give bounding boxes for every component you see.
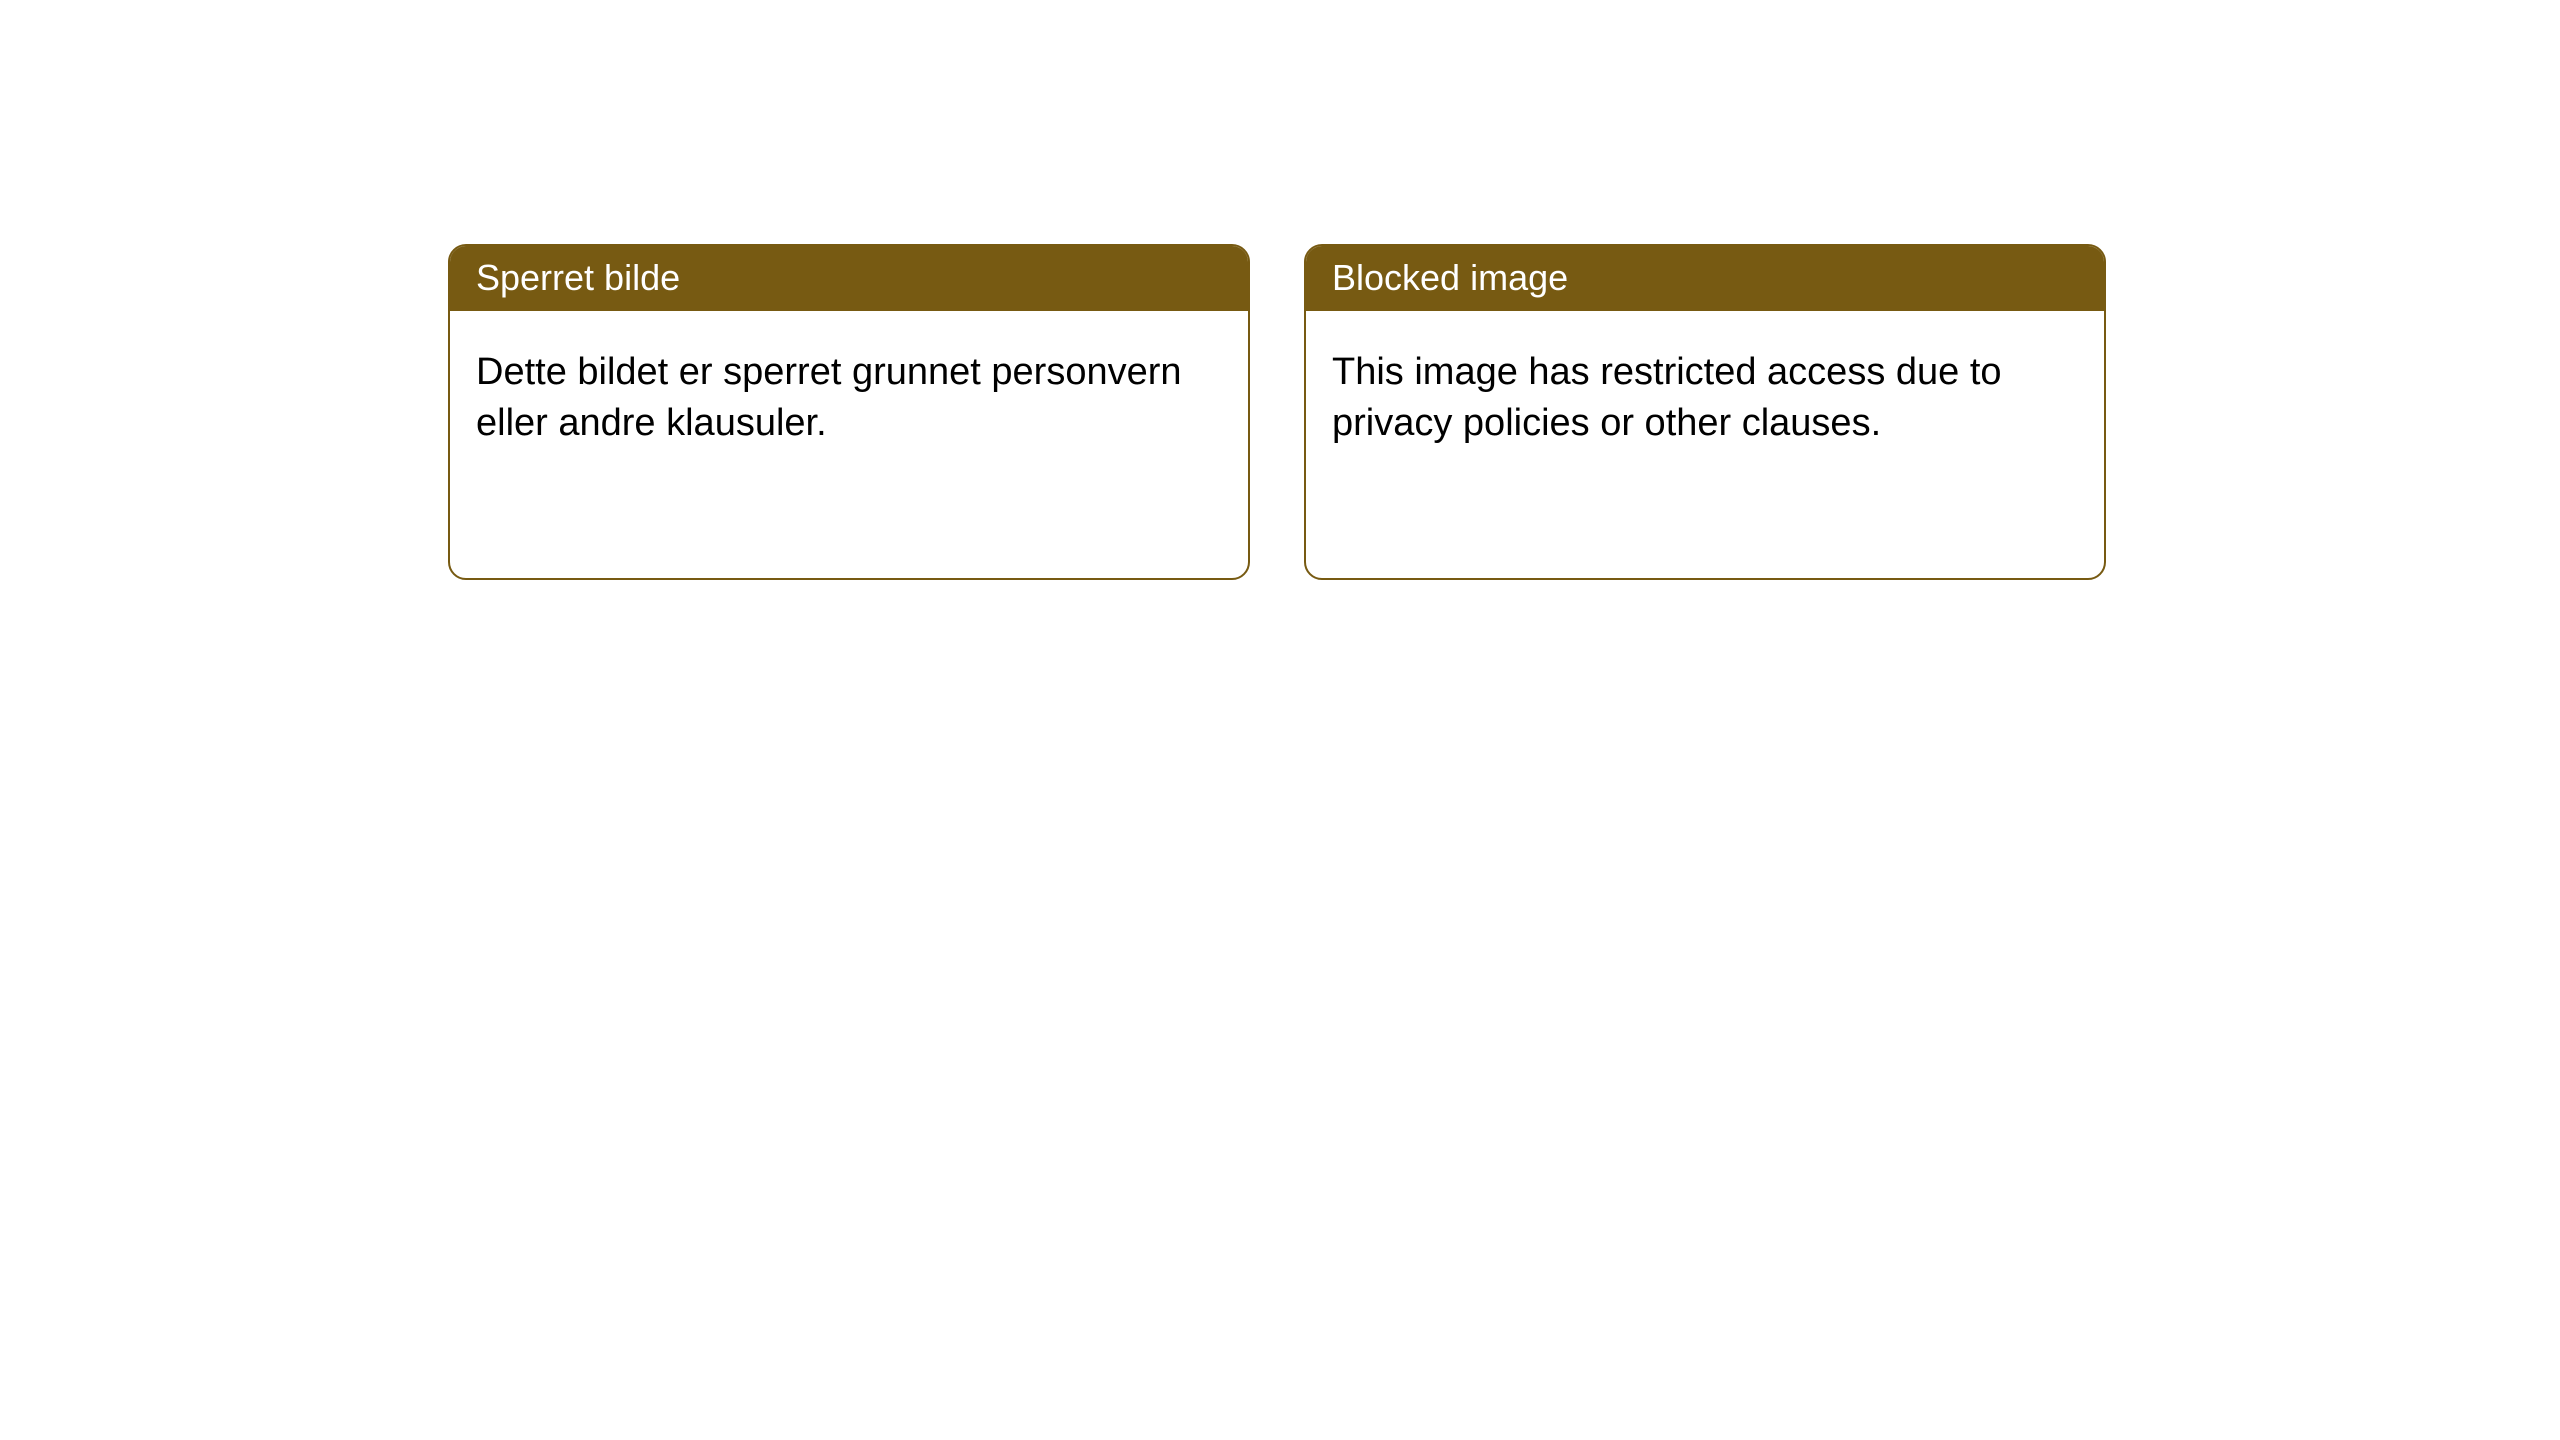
card-body-no: Dette bildet er sperret grunnet personve… [450, 311, 1248, 486]
blocked-image-card-en: Blocked image This image has restricted … [1304, 244, 2106, 580]
notice-container: Sperret bilde Dette bildet er sperret gr… [0, 0, 2560, 580]
card-header-no: Sperret bilde [450, 246, 1248, 311]
blocked-image-card-no: Sperret bilde Dette bildet er sperret gr… [448, 244, 1250, 580]
card-body-en: This image has restricted access due to … [1306, 311, 2104, 486]
card-header-en: Blocked image [1306, 246, 2104, 311]
